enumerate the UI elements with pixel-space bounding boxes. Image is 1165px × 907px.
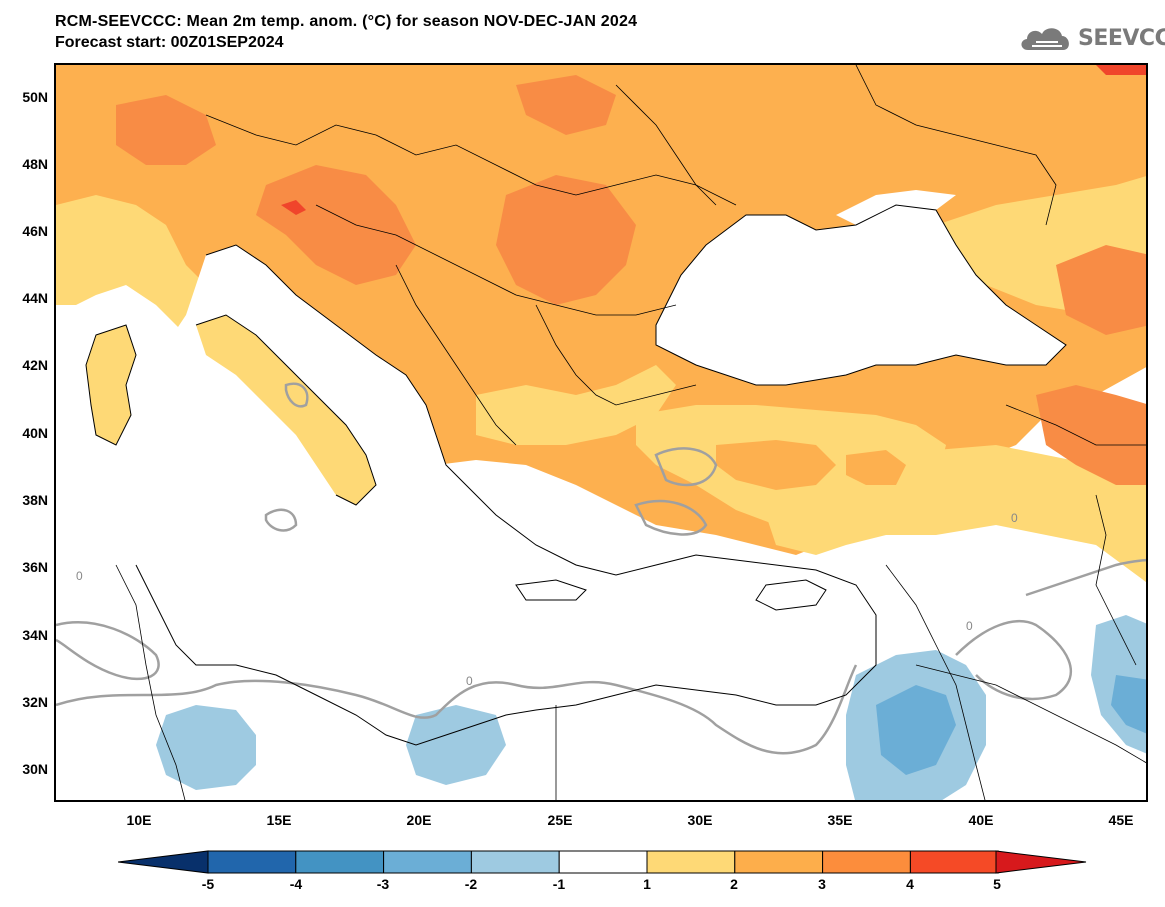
colorbar-segment xyxy=(646,850,736,874)
lon-label: 40E xyxy=(968,812,994,828)
lat-label: 38N xyxy=(22,492,48,508)
zero-contours xyxy=(56,382,1146,755)
colorbar-low-arrow xyxy=(118,850,209,874)
lat-label: 46N xyxy=(22,223,48,239)
colorbar-label: 4 xyxy=(906,876,914,892)
colorbar-label: -4 xyxy=(289,876,303,892)
country-borders xyxy=(115,65,1146,800)
colorbar-label: 5 xyxy=(993,876,1001,892)
colorbar-segment xyxy=(295,850,385,874)
colorbar-label: -2 xyxy=(464,876,478,892)
map-title: RCM-SEEVCCC: Mean 2m temp. anom. (°C) fo… xyxy=(55,13,638,30)
lon-label: 10E xyxy=(126,812,152,828)
colorbar-label: 2 xyxy=(730,876,738,892)
anomaly-map: 0 0 0 0 xyxy=(56,65,1146,800)
colorbar-label: -5 xyxy=(201,876,215,892)
logo-text: SEEVCCC xyxy=(1078,25,1165,51)
colorbar-label: -3 xyxy=(376,876,390,892)
colorbar-segment xyxy=(558,850,648,874)
lat-label: 42N xyxy=(22,357,48,373)
contour-label: 0 xyxy=(1011,511,1018,525)
map-panel: 0 0 0 0 xyxy=(54,63,1148,802)
anomaly-zone-dark-orange xyxy=(256,165,416,285)
lat-label: 30N xyxy=(22,761,48,777)
colorbar-segment xyxy=(822,850,911,874)
colorbar xyxy=(118,850,1087,874)
lat-label: 44N xyxy=(22,290,48,306)
coastlines xyxy=(85,204,1067,746)
cloud-logo-icon xyxy=(1021,28,1069,50)
colorbar-segment xyxy=(909,850,999,874)
map-subtitle: Forecast start: 00Z01SEP2024 xyxy=(55,34,284,51)
lon-label: 30E xyxy=(687,812,713,828)
contour-labels: 0 0 0 0 xyxy=(76,511,1018,688)
colorbar-label: -1 xyxy=(552,876,566,892)
colorbar-label: 3 xyxy=(818,876,826,892)
colorbar-segment xyxy=(734,850,824,874)
lat-label: 50N xyxy=(22,89,48,105)
contour-label: 0 xyxy=(76,569,83,583)
seevccc-logo: SEEVCCC xyxy=(1018,20,1165,56)
lon-label: 20E xyxy=(406,812,432,828)
colorbar-segment xyxy=(207,850,297,874)
lon-label: 45E xyxy=(1108,812,1134,828)
colorbar-segment xyxy=(383,850,472,874)
black-sea xyxy=(656,205,1066,385)
lat-label: 32N xyxy=(22,694,48,710)
lon-label: 25E xyxy=(547,812,573,828)
colorbar-label: 1 xyxy=(643,876,651,892)
anomaly-zone-red xyxy=(281,200,306,215)
lon-label: 15E xyxy=(266,812,292,828)
lat-label: 40N xyxy=(22,425,48,441)
lat-label: 36N xyxy=(22,559,48,575)
anomaly-zone-light-blue xyxy=(156,705,256,790)
anomaly-zone-mid-blue xyxy=(876,685,956,775)
lon-label: 35E xyxy=(827,812,853,828)
contour-label: 0 xyxy=(466,674,473,688)
colorbar-high-arrow xyxy=(995,850,1087,874)
lat-label: 48N xyxy=(22,156,48,172)
lat-label: 34N xyxy=(22,627,48,643)
contour-label: 0 xyxy=(966,619,973,633)
colorbar-segment xyxy=(470,850,560,874)
